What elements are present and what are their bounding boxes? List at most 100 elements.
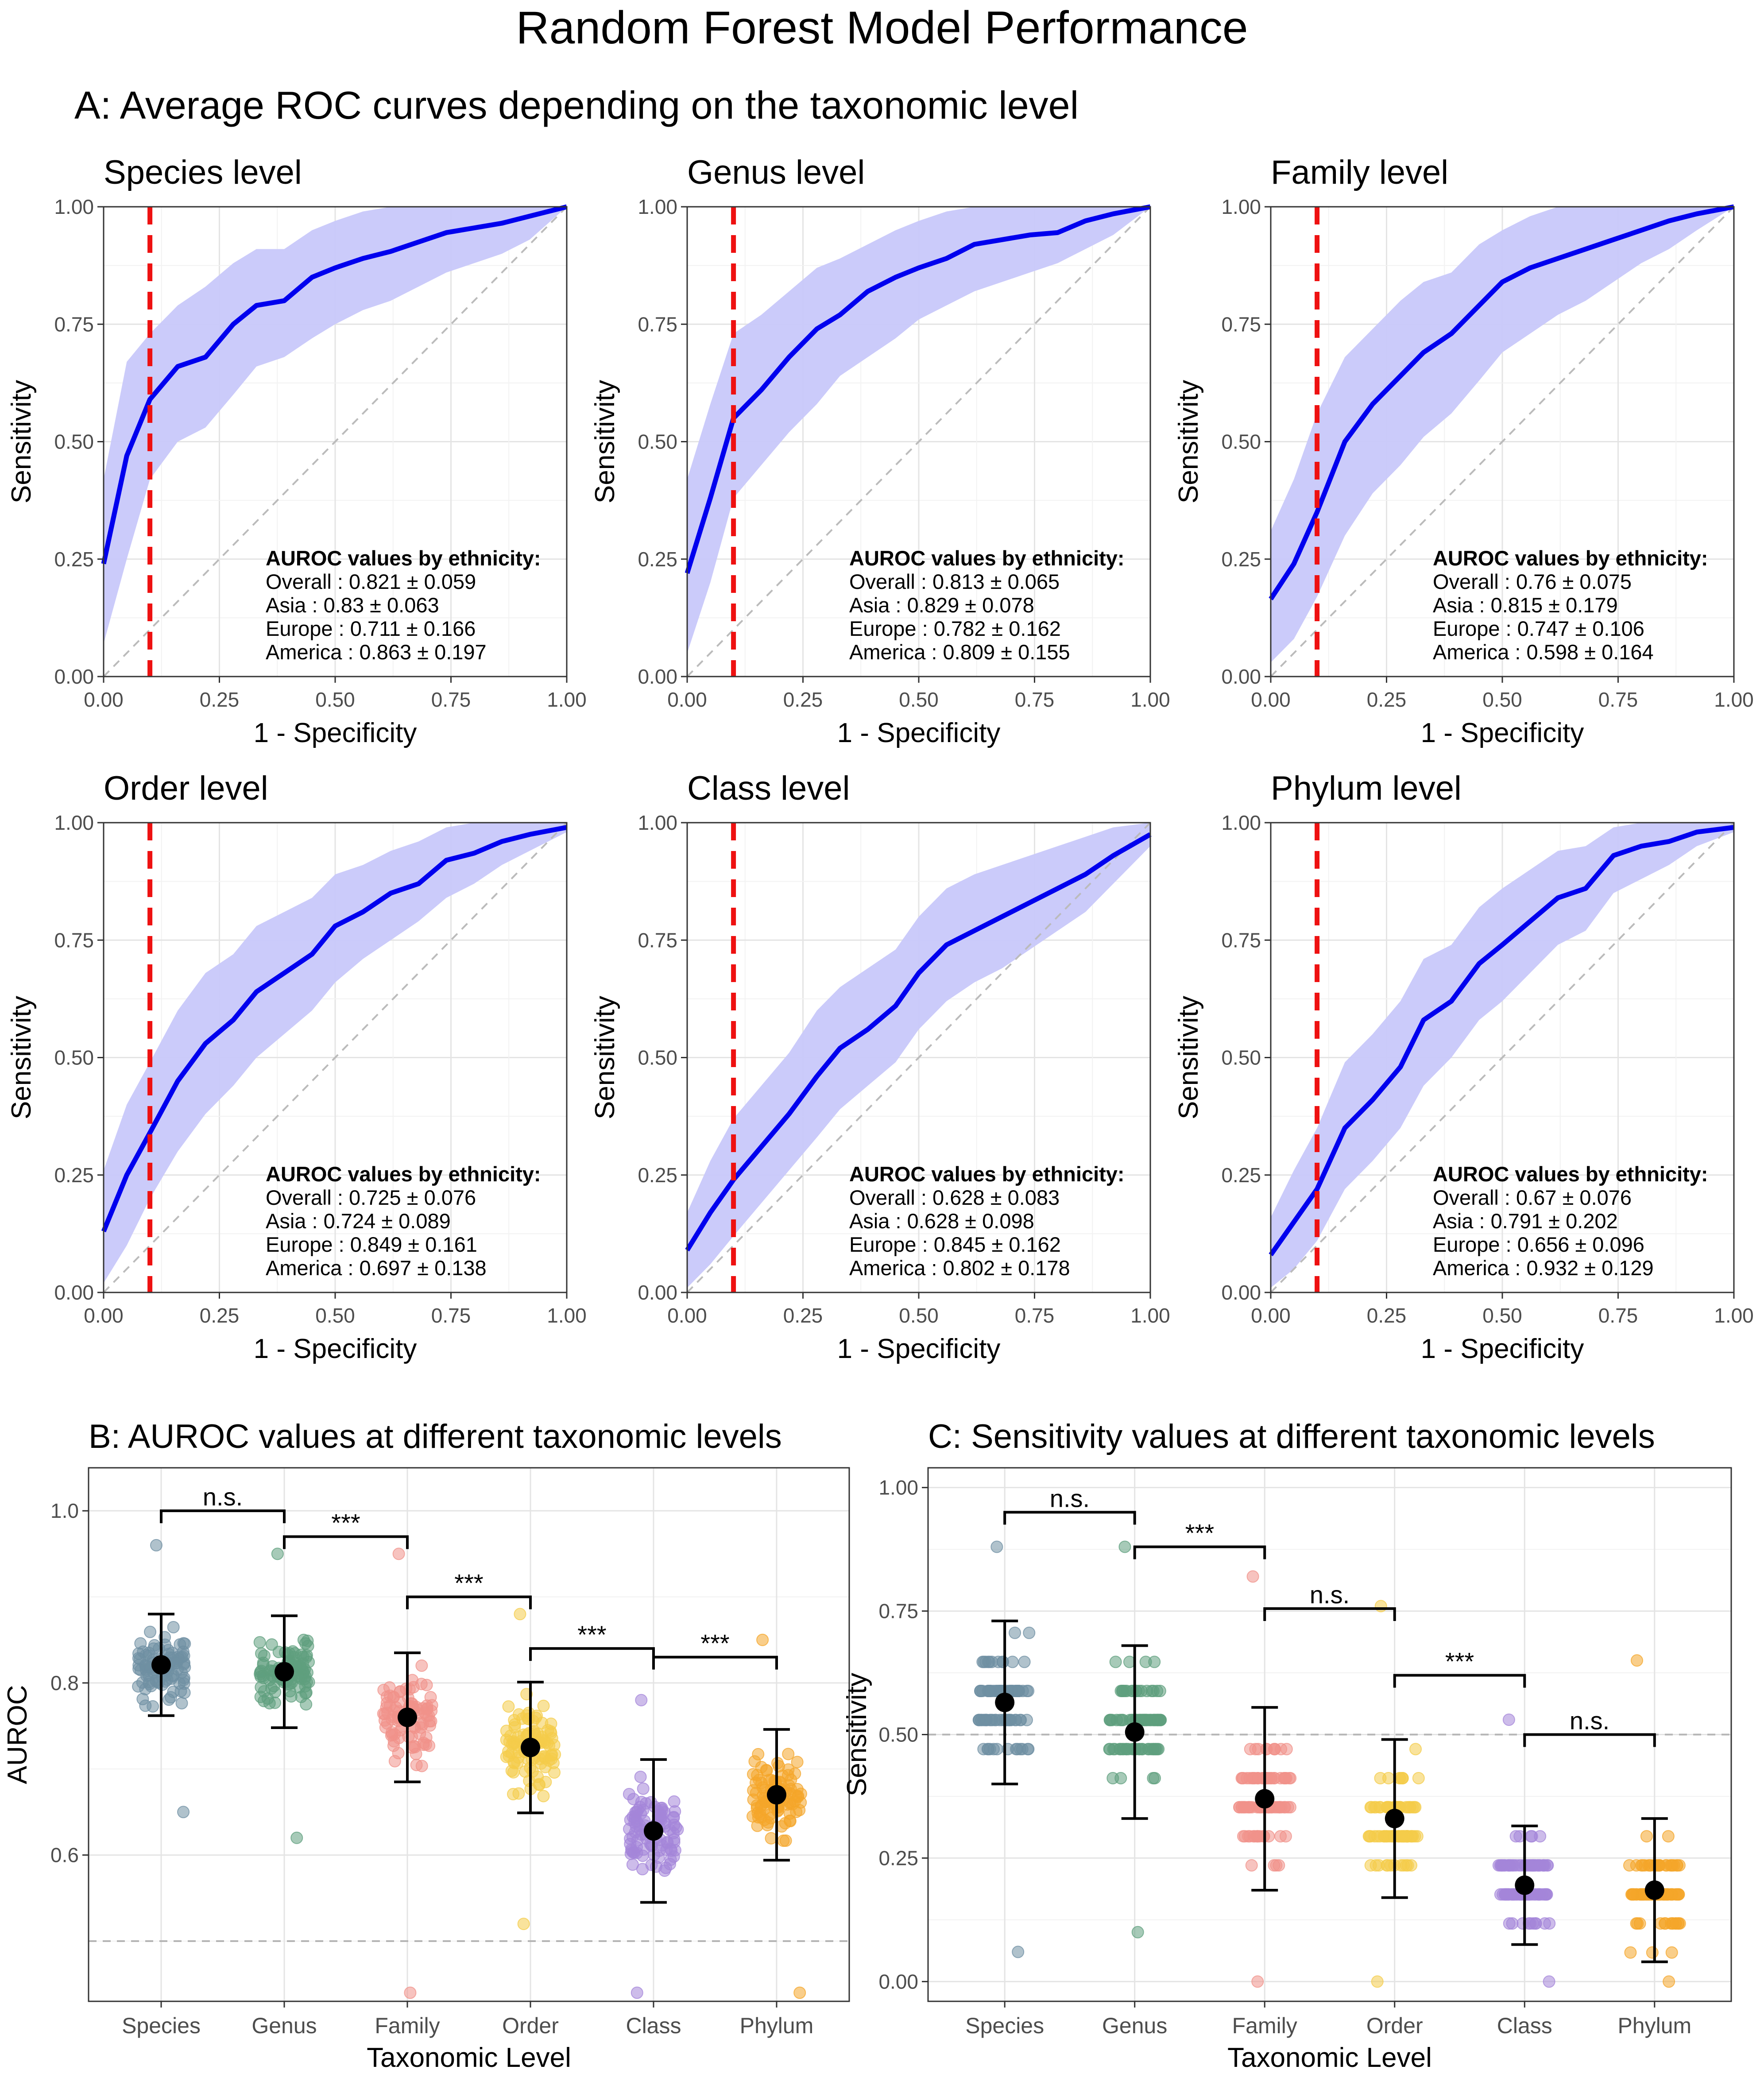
data-point — [1400, 1801, 1412, 1814]
data-point — [150, 1539, 162, 1551]
roc-plot-title: Genus level — [687, 154, 865, 191]
data-point — [1502, 1714, 1515, 1726]
y-tick-label: 0.25 — [638, 548, 677, 571]
data-point — [502, 1700, 515, 1713]
strip-plot: n.s. *** n.s. *** n.s. 0.00 0.25 0.50 0.75 1.00 Sp… — [842, 1467, 1732, 2073]
data-point — [1631, 1654, 1644, 1667]
x-tick-label: 0.50 — [1482, 1304, 1522, 1327]
auroc-annotation-row: Europe : 0.782 ± 0.162 — [849, 617, 1061, 640]
data-point — [634, 1771, 647, 1783]
panel-c-title: C: Sensitivity values at different taxon… — [928, 1418, 1655, 1455]
y-tick-label: 1.00 — [878, 1476, 918, 1499]
significance-bracket — [406, 1595, 532, 1609]
data-point — [1658, 1917, 1671, 1930]
data-point — [1260, 1772, 1273, 1784]
data-point — [1023, 1626, 1036, 1639]
x-tick-label: 0.25 — [1367, 1304, 1407, 1327]
x-tick-label: 1.00 — [1714, 1304, 1754, 1327]
roc-plot-title: Order level — [104, 770, 268, 807]
x-tick-label: Genus — [1102, 2013, 1167, 2038]
data-point — [658, 1864, 671, 1877]
y-axis-label: Sensitivity — [1173, 996, 1204, 1119]
y-tick-label: 0.6 — [50, 1844, 79, 1867]
data-point — [635, 1795, 648, 1808]
significance-bracket — [1133, 1545, 1266, 1559]
data-point — [1246, 1570, 1259, 1583]
data-point — [773, 1760, 785, 1773]
significance-label: n.s. — [203, 1483, 243, 1511]
mean-point — [643, 1821, 663, 1841]
data-point — [140, 1661, 153, 1674]
significance-bracket — [283, 1535, 409, 1549]
auroc-annotation-row: Overall : 0.725 ± 0.076 — [266, 1186, 476, 1209]
x-tick-label: Class — [1497, 2013, 1552, 2038]
data-point — [290, 1831, 303, 1844]
y-axis-label: Sensitivity — [590, 996, 620, 1119]
auroc-annotation-row: Asia : 0.724 ± 0.089 — [266, 1209, 451, 1233]
y-tick-label: 0.50 — [638, 1046, 677, 1069]
x-tick-label: 0.25 — [200, 1304, 240, 1327]
y-tick-label: 1.00 — [54, 811, 94, 834]
y-tick-label: 0.00 — [638, 665, 677, 688]
data-point — [626, 1858, 639, 1871]
roc-confidence-band — [687, 207, 1150, 653]
data-point — [500, 1733, 513, 1746]
auroc-annotation-row: Europe : 0.845 ± 0.162 — [849, 1233, 1061, 1256]
y-tick-label: 0.50 — [54, 430, 94, 453]
y-tick-label: 0.25 — [638, 1164, 677, 1187]
figure-title: Random Forest Model Performance — [516, 2, 1248, 54]
x-tick-label: 0.50 — [899, 1304, 939, 1327]
data-point — [1532, 1888, 1545, 1901]
roc-plot: 0.000.00 0.25 0.25 0.50 0.50 0.75 0.75 1.00 1.00… — [1173, 154, 1754, 748]
data-point — [1275, 1743, 1288, 1756]
y-tick-label: 1.0 — [50, 1499, 79, 1522]
data-point — [793, 1986, 806, 1999]
data-point — [548, 1739, 561, 1752]
auroc-annotation-row: America : 0.932 ± 0.129 — [1433, 1256, 1654, 1280]
data-point — [755, 1761, 768, 1774]
x-tick-label: Family — [375, 2013, 440, 2038]
data-point — [153, 1642, 166, 1655]
y-axis-label: Sensitivity — [6, 996, 37, 1119]
x-tick-label: 0.25 — [1367, 688, 1407, 711]
data-point — [1152, 1743, 1165, 1756]
x-tick-label: 0.00 — [667, 688, 707, 711]
auroc-annotation-header: AUROC values by ethnicity: — [1433, 1162, 1708, 1186]
data-point — [1672, 1888, 1685, 1901]
data-point — [1382, 1772, 1395, 1784]
x-axis-label: 1 - Specificity — [254, 1334, 417, 1364]
auroc-annotation-header: AUROC values by ethnicity: — [849, 1162, 1125, 1186]
mean-point — [151, 1655, 171, 1675]
data-point — [997, 1656, 1010, 1668]
roc-plot: 0.000.00 0.25 0.25 0.50 0.50 0.75 0.75 1.00 1.00… — [590, 154, 1170, 748]
data-point — [1631, 1917, 1644, 1930]
data-point — [178, 1637, 191, 1650]
auroc-annotation-row: America : 0.809 ± 0.155 — [849, 640, 1070, 664]
x-tick-label: Class — [626, 2013, 681, 2038]
auroc-annotation-row: America : 0.863 ± 0.197 — [266, 640, 487, 664]
significance-label: *** — [1185, 1519, 1214, 1547]
significance-label: n.s. — [1050, 1484, 1090, 1512]
data-point — [1241, 1772, 1253, 1784]
y-tick-label: 0.25 — [1221, 1164, 1261, 1187]
x-tick-label: 0.25 — [200, 688, 240, 711]
significance-label: *** — [331, 1509, 360, 1536]
strip-panels: n.s. *** *** *** *** 0.6 0.8 1.0 Species Genus Fam… — [2, 1467, 1732, 2073]
mean-point — [1255, 1789, 1275, 1809]
significance-bracket — [652, 1656, 778, 1670]
roc-curve-line — [685, 204, 1151, 574]
y-tick-label: 0.50 — [1221, 1046, 1261, 1069]
x-tick-label: 0.50 — [315, 1304, 355, 1327]
data-point — [1014, 1743, 1027, 1756]
roc-panels: 0.000.000.250.250.500.500.750.751.001.00… — [6, 154, 1754, 1364]
y-tick-label: 1.00 — [638, 811, 677, 834]
data-point — [162, 1693, 175, 1706]
x-axis-label: 1 - Specificity — [254, 718, 417, 748]
x-axis-label: 1 - Specificity — [1421, 1334, 1584, 1364]
auroc-annotation-row: Europe : 0.711 ± 0.166 — [266, 617, 476, 640]
data-point — [635, 1694, 648, 1706]
data-point — [1147, 1685, 1160, 1698]
data-point — [1374, 1600, 1387, 1613]
data-point — [1114, 1714, 1126, 1726]
